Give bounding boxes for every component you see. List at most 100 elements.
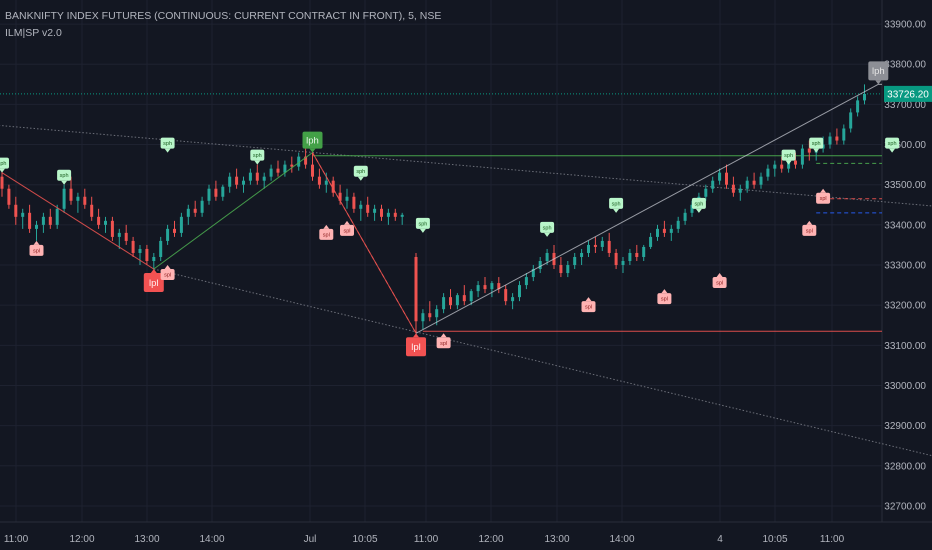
time-tick-label: 11:00 (414, 534, 439, 545)
indicator-name[interactable]: ILM|SP v2.0 (5, 27, 62, 39)
candle-body (745, 180, 749, 189)
swing-high-label-sph-box[interactable] (0, 157, 9, 169)
current-price-badge[interactable] (884, 85, 932, 102)
swing-low-label-spl-pointer (716, 273, 723, 278)
candle-body (504, 289, 508, 302)
candle-body (69, 188, 73, 201)
swing-low-label-spl-box[interactable] (160, 269, 175, 281)
candle-body (283, 164, 287, 173)
candle-body (228, 176, 232, 187)
swing-low-label-spl-box[interactable] (29, 244, 44, 256)
candle-body (138, 248, 142, 253)
swing-low-label-spl-box[interactable] (816, 192, 831, 204)
swing-high-label-sph: sph (356, 169, 365, 175)
swing-high-label-lph-box[interactable] (302, 131, 323, 149)
candle-body (524, 277, 528, 286)
candle-body (580, 252, 584, 257)
candle-body (828, 136, 832, 145)
candle-body (290, 164, 294, 167)
candle-body (711, 180, 715, 189)
candle-body (676, 220, 680, 229)
swing-low-label-spl: spl (440, 341, 447, 347)
candle-body (324, 180, 328, 185)
candle-body (304, 156, 308, 165)
swing-high-label-sph: sph (418, 221, 427, 227)
candle-body (607, 240, 611, 253)
candle-body (800, 148, 804, 165)
candle-body (62, 188, 66, 209)
swing-low-label-spl-box[interactable] (340, 224, 354, 236)
candle-body (83, 196, 87, 205)
candle-body (614, 252, 618, 266)
swing-high-label-sph-box[interactable] (809, 137, 824, 149)
swing-high-label-sph-box[interactable] (353, 165, 368, 177)
swing-high-label-sph-pointer (419, 228, 426, 233)
swing-high-label-sph: sph (253, 153, 262, 159)
candle-body (359, 204, 363, 209)
swing-zigzag-line (312, 152, 417, 334)
swing-high-label-sph: sph (812, 141, 821, 147)
swing-high-label-sph-box[interactable] (540, 221, 555, 233)
candle-body (41, 216, 45, 225)
candle-body (269, 168, 273, 177)
candle-body (386, 212, 390, 217)
candle-body (235, 176, 239, 185)
candle-body (317, 176, 321, 185)
swing-low-label-spl-box[interactable] (319, 228, 334, 240)
candle-body (545, 252, 549, 261)
time-tick-label: 14:00 (609, 534, 634, 545)
swing-high-label-sph-box[interactable] (415, 217, 430, 229)
swing-low-label-lpl-box[interactable] (143, 273, 164, 293)
candle-body (566, 265, 570, 274)
candle-body (414, 256, 418, 322)
price-tick-label: 33100.00 (884, 341, 926, 352)
swing-high-label-sph-box[interactable] (160, 137, 175, 149)
price-tick-label: 33000.00 (884, 381, 926, 392)
swing-low-label-spl-box[interactable] (712, 277, 727, 289)
swing-high-label-sph-box[interactable] (885, 137, 900, 149)
swing-low-label-spl-pointer (344, 220, 350, 225)
candle-body (807, 148, 811, 153)
swing-low-label-spl-box[interactable] (436, 337, 451, 349)
time-tick-label: 12:00 (478, 534, 503, 545)
swing-high-label-sph: sph (888, 141, 897, 147)
swing-high-label-sph-box[interactable] (57, 169, 72, 181)
swing-low-label-spl-pointer (164, 265, 171, 270)
swing-low-label-spl-pointer (806, 220, 813, 225)
swing-high-label-sph-box[interactable] (781, 149, 796, 161)
swing-low-label-lpl-pointer (413, 333, 419, 338)
swing-high-label-lph-box[interactable] (868, 61, 889, 81)
swing-low-label-spl-pointer (323, 224, 330, 229)
swing-low-label-spl-box[interactable] (581, 301, 596, 313)
swing-low-label-lpl: lpl (411, 342, 421, 353)
candle-body (110, 220, 114, 237)
swing-high-label-sph: sph (163, 141, 172, 147)
candle-body (587, 244, 590, 253)
symbol-title[interactable]: BANKNIFTY INDEX FUTURES (CONTINUOUS: CUR… (5, 10, 442, 22)
swing-low-label-spl-box[interactable] (657, 293, 672, 305)
candle-body (649, 236, 653, 247)
swing-high-label-sph-box[interactable] (691, 197, 706, 209)
swing-high-label-sph-box[interactable] (250, 149, 265, 161)
candle-body (131, 240, 135, 253)
swing-low-label-spl-pointer (440, 333, 447, 338)
time-tick-label: 11:00 (4, 534, 29, 545)
swing-high-label-sph-pointer (695, 208, 702, 213)
candle-body (200, 200, 204, 213)
swing-high-label-sph-pointer (813, 148, 820, 153)
swing-low-label-lpl-box[interactable] (406, 337, 426, 357)
candle-body (662, 228, 666, 233)
candle-body (145, 248, 149, 261)
candle-body (380, 208, 383, 217)
swing-low-label-spl: spl (820, 196, 827, 202)
candle-body (531, 269, 535, 278)
candle-body (207, 188, 211, 201)
swing-low-label-spl-box[interactable] (802, 224, 817, 236)
swing-low-label-spl-pointer (33, 240, 40, 245)
candle-body (421, 313, 425, 322)
swing-high-label-sph-box[interactable] (609, 197, 624, 209)
price-tick-label: 33700.00 (884, 100, 926, 111)
